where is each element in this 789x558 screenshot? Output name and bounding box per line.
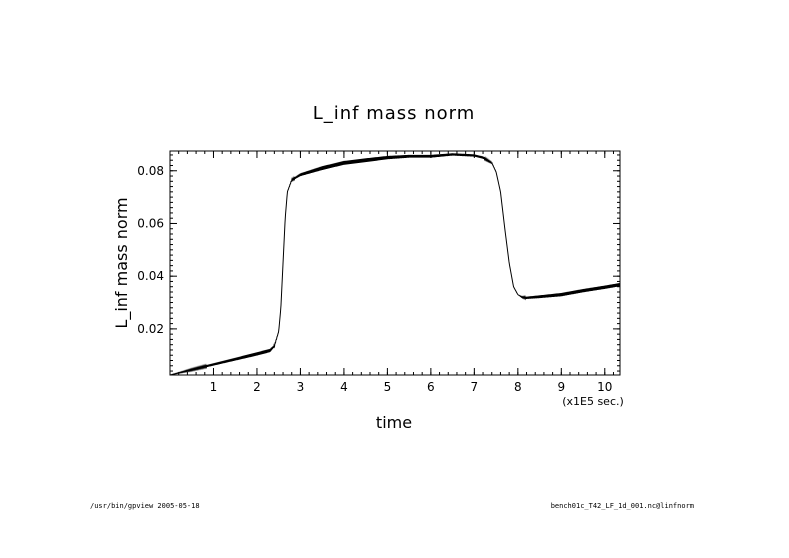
- x-tick-label: 10: [597, 380, 612, 394]
- y-tick-labels: 0.02 0.04 0.06 0.08: [137, 164, 164, 336]
- y-axis-label: L_inf mass norm: [112, 197, 132, 328]
- x-axis-label: time: [376, 413, 412, 432]
- footer-left: /usr/bin/gpview 2005-05-18: [90, 502, 200, 510]
- axis-ticks: [170, 151, 620, 375]
- x-tick-label: 5: [384, 380, 392, 394]
- x-tick-label: 6: [427, 380, 435, 394]
- y-tick-label: 0.02: [137, 322, 164, 336]
- x-unit-label: (x1E5 sec.): [562, 395, 624, 408]
- chart-title: L_inf mass norm: [313, 103, 476, 124]
- y-tick-label: 0.06: [137, 216, 164, 230]
- x-tick-label: 9: [557, 380, 565, 394]
- x-tick-label: 1: [210, 380, 218, 394]
- x-tick-label: 8: [514, 380, 522, 394]
- plot-frame: [169, 150, 621, 376]
- x-tick-label: 7: [471, 380, 479, 394]
- series-line: [169, 153, 621, 376]
- y-tick-label: 0.04: [137, 269, 164, 283]
- x-tick-label: 4: [340, 380, 348, 394]
- x-tick-label: 2: [253, 380, 261, 394]
- x-tick-labels: 1 2 3 4 5 6 7 8 9 10: [210, 380, 613, 394]
- y-tick-label: 0.08: [137, 164, 164, 178]
- x-tick-label: 3: [297, 380, 305, 394]
- footer-right: bench01c_T42_LF_1d_001.nc@linfnorm: [550, 502, 694, 510]
